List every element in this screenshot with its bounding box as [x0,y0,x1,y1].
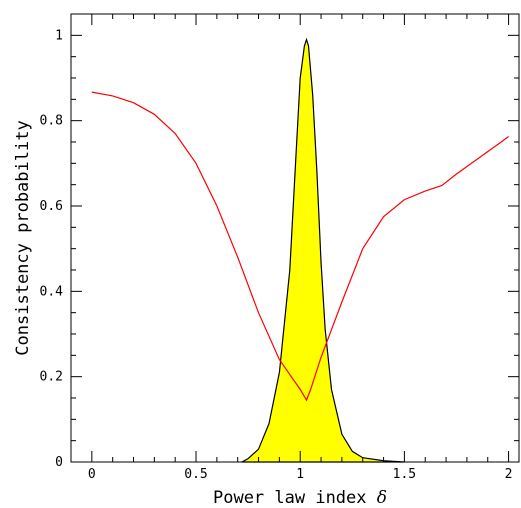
x-tick-label: 0 [88,467,96,482]
y-axis-label: Consistency probability [13,120,33,355]
x-axis-label-symbol: δ [377,488,387,508]
x-tick-label: 1 [296,467,304,482]
tick-labels: 0 0.5 1 1.5 2 0 0.2 0.4 0.6 0.8 1 [40,28,513,482]
y-tick-label: 0.8 [40,114,63,129]
y-tick-label: 0.2 [40,370,63,385]
series-0-line [91,91,509,402]
series-1-area [241,37,405,463]
x-tick-label: 1.5 [393,467,416,482]
x-axis-label: Power law index δ [213,488,387,508]
y-tick-label: 0 [55,455,63,470]
x-tick-label: 2 [505,467,513,482]
y-tick-label: 1 [55,28,63,43]
y-tick-label: 0.6 [40,199,63,214]
x-tick-label: 0.5 [184,467,207,482]
y-tick-label: 0.4 [40,284,64,299]
x-axis-label-text: Power law index [213,488,367,508]
series-layer [91,37,509,463]
ticks-layer [71,14,519,463]
